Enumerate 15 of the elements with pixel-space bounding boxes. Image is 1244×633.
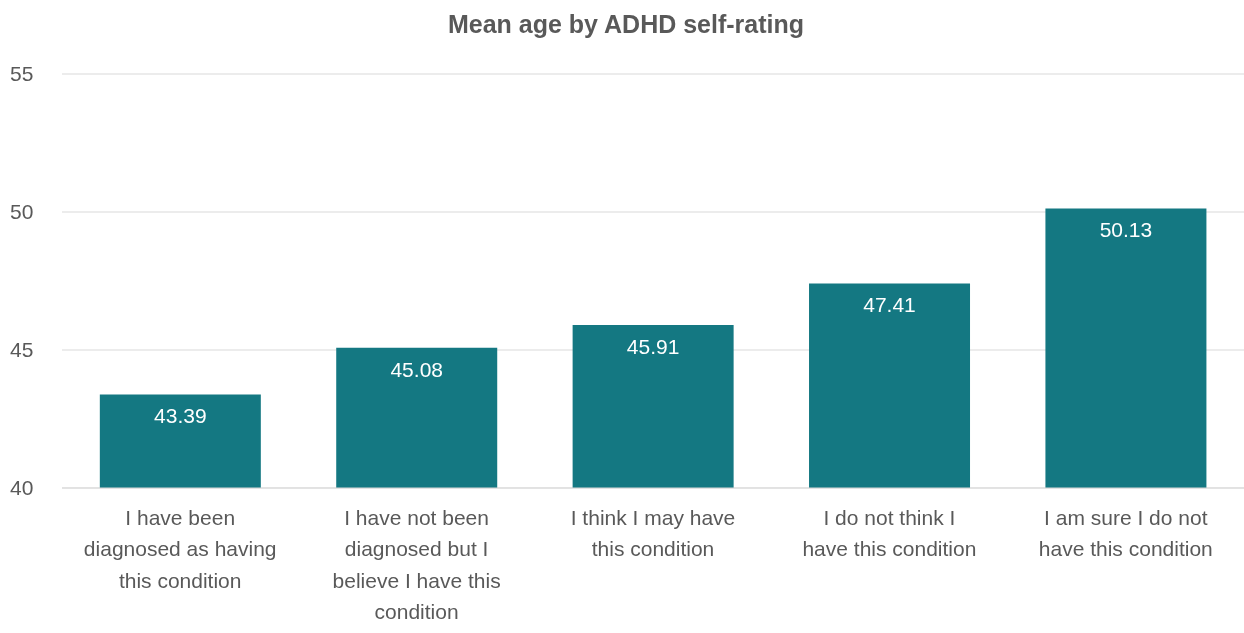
chart-title: Mean age by ADHD self-rating [446, 9, 806, 40]
y-tick-label: 40 [10, 476, 34, 500]
y-tick-label: 55 [10, 62, 34, 86]
data-label: 47.41 [863, 293, 916, 317]
x-tick-label: I think I may have this condition [570, 505, 736, 561]
data-label: 45.91 [626, 334, 680, 358]
data-label: 50.13 [1099, 218, 1153, 242]
x-tick-label: I do not think I have this condition [802, 505, 977, 561]
x-tick-label: I have been diagnosed as having this condition [83, 505, 277, 592]
y-tick-label: 45 [10, 338, 34, 362]
data-label: 43.39 [154, 404, 207, 428]
x-tick-label: I am sure I do not have this condition [1038, 505, 1213, 561]
y-tick-label: 50 [10, 200, 34, 224]
x-tick-label: I have not been diagnosed but I believe I have this condition [332, 505, 501, 624]
data-label: 45.08 [390, 357, 444, 381]
